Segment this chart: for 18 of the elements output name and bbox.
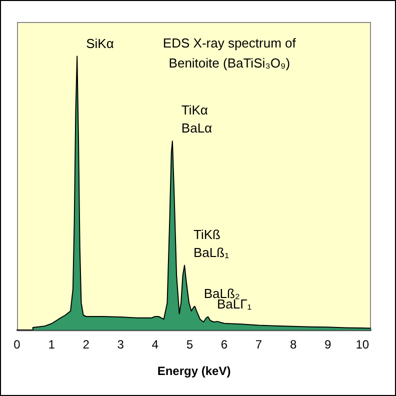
- x-tick-label: 10: [356, 338, 370, 352]
- x-tick-label: 1: [48, 338, 56, 352]
- x-tick-label: 8: [290, 338, 297, 352]
- x-tick-label: 7: [255, 338, 262, 352]
- annotation: TiKß: [194, 226, 221, 242]
- x-axis-title: Energy (keV): [157, 364, 231, 378]
- x-tick-label: 2: [82, 338, 90, 352]
- x-tick-label: 0: [14, 338, 21, 352]
- chart-title: EDS X-ray spectrum of Benitoite (BaTiSi₃O₉): [162, 36, 296, 71]
- x-tick-label: 9: [324, 338, 332, 352]
- x-tick-label: 3: [117, 338, 124, 352]
- x-tick-label: 5: [186, 338, 194, 352]
- x-tick-label: 6: [220, 338, 228, 352]
- annotation: BaLß₁: [194, 244, 230, 260]
- annotation: TiKα: [181, 102, 208, 118]
- annotation: BaLα: [181, 120, 213, 136]
- annotation: SiKα: [86, 36, 114, 51]
- x-tick-label: 4: [152, 338, 159, 352]
